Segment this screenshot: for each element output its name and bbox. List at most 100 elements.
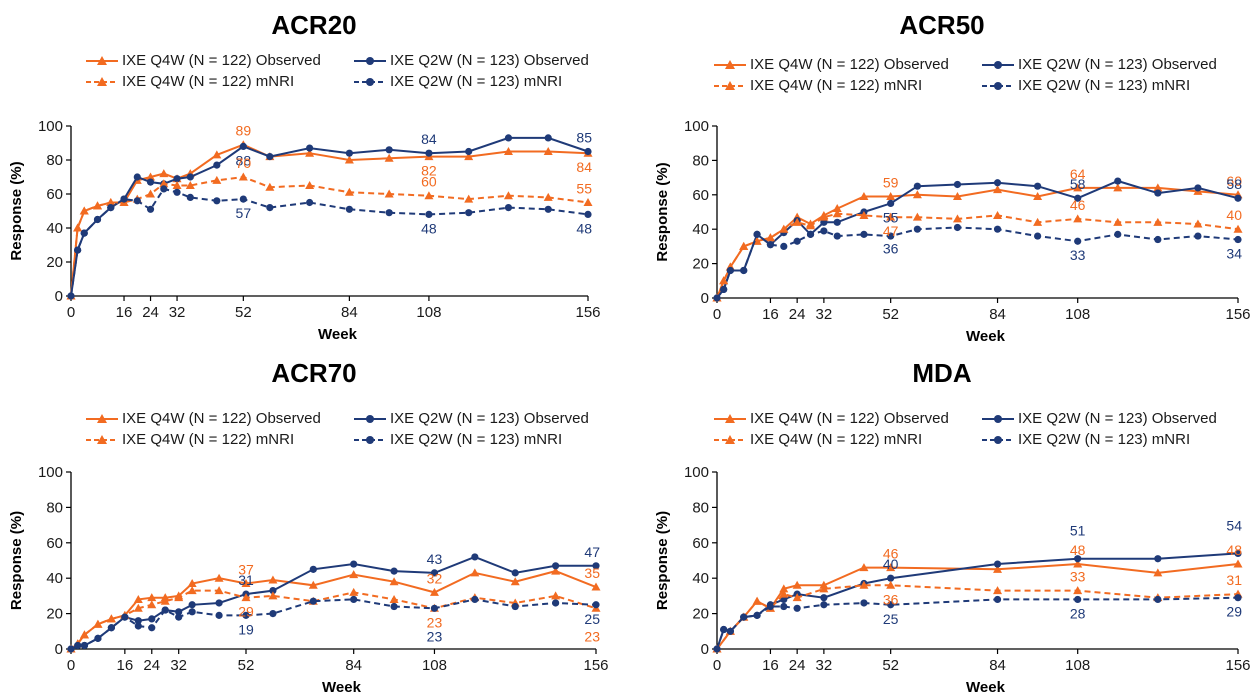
data-point [344, 155, 354, 164]
legend-label: IXE Q4W (N = 122) Observed [122, 52, 321, 69]
data-point [349, 570, 359, 579]
series-line [70, 598, 597, 650]
x-tick-label: 0 [67, 657, 75, 674]
data-point [806, 221, 816, 230]
data-point [792, 217, 802, 226]
y-tick-label: 40 [692, 570, 709, 587]
data-label: 19 [238, 621, 254, 637]
data-point [713, 294, 721, 302]
orange-solid-triangle-swatch [86, 55, 118, 65]
chart-panel-acr50: ACR50 IXE Q4W (N = 122) Observed IXE Q2W… [628, 0, 1256, 348]
x-tick-label: 0 [713, 306, 721, 323]
x-axis-label: Week [322, 679, 362, 696]
data-label: 59 [883, 175, 899, 191]
data-point [1113, 217, 1123, 226]
x-tick-label: 32 [169, 304, 186, 321]
data-point [1154, 555, 1162, 563]
line-chart-acr70: 0 20 40 60 80 100 0 16 24 32 52 84 108 156 Week Respons… [8, 464, 609, 696]
data-point [792, 593, 802, 602]
x-tick-label: 16 [762, 657, 779, 674]
data-point [471, 595, 479, 604]
data-point [465, 209, 473, 217]
data-label: 48 [421, 220, 437, 236]
y-axis-label: Response (%) [8, 161, 25, 260]
data-point [832, 204, 842, 213]
data-label: 58 [1070, 176, 1086, 192]
data-label: 23 [427, 628, 443, 644]
data-point [345, 205, 353, 213]
data-point [887, 199, 895, 207]
data-point [239, 142, 247, 150]
data-point [765, 233, 775, 242]
data-point [106, 614, 116, 623]
data-point [820, 601, 828, 609]
data-point [912, 212, 922, 221]
data-point [305, 148, 315, 157]
data-point [766, 241, 775, 249]
data-point [1073, 559, 1083, 568]
data-point [1033, 217, 1043, 226]
data-point [268, 591, 278, 600]
y-tick-label: 80 [46, 152, 63, 169]
data-point [430, 604, 439, 612]
x-tick-label: 156 [575, 304, 600, 321]
data-point [752, 596, 762, 605]
legend-q4w-mnri: IXE Q4W (N = 122) mNRI [86, 73, 294, 90]
data-point [887, 601, 895, 609]
data-point [214, 586, 224, 595]
x-tick-label: 84 [341, 304, 358, 321]
chart-title: ACR20 [271, 10, 357, 40]
data-point [188, 601, 196, 609]
data-point [1234, 194, 1242, 202]
data-point [1073, 183, 1083, 192]
data-point [175, 613, 183, 621]
data-point [504, 204, 513, 212]
data-point [384, 189, 394, 198]
data-point [238, 172, 248, 181]
legend-label: IXE Q4W (N = 122) mNRI [122, 73, 295, 90]
x-tick-label: 16 [117, 657, 134, 674]
data-point [859, 210, 869, 219]
data-point [174, 593, 184, 602]
data-point [726, 627, 734, 635]
data-point [832, 209, 842, 218]
x-tick-label: 0 [713, 657, 721, 674]
data-point [952, 192, 962, 201]
data-point [913, 225, 921, 233]
data-point [952, 214, 962, 223]
data-point [187, 586, 197, 595]
data-label: 36 [883, 591, 899, 607]
data-label: 57 [236, 205, 252, 221]
y-tick-label: 60 [46, 535, 63, 552]
data-point [993, 560, 1002, 568]
data-label: 25 [883, 611, 899, 627]
data-point [350, 595, 358, 604]
orange-solid-triangle-swatch [86, 413, 118, 423]
data-point [511, 602, 519, 611]
data-point [1234, 594, 1242, 602]
x-tick-label: 52 [882, 657, 899, 674]
navy-dashed-circle-swatch [354, 77, 386, 86]
y-tick-label: 40 [46, 570, 63, 587]
data-point [172, 181, 182, 189]
data-point [265, 182, 275, 191]
x-tick-label: 24 [789, 306, 806, 323]
data-point [1234, 235, 1242, 244]
data-point [1154, 189, 1162, 197]
data-point [739, 241, 749, 250]
x-tick-label: 108 [1065, 306, 1090, 323]
data-point [269, 586, 277, 595]
data-point [389, 577, 399, 586]
data-label: 48 [1070, 542, 1086, 558]
legend-q2w-observed: IXE Q2W (N = 123) Observed [354, 52, 589, 69]
data-label: 31 [1226, 572, 1242, 588]
data-label: 40 [883, 556, 899, 572]
data-label: 46 [883, 546, 899, 562]
series-line [70, 143, 589, 297]
y-axis-label: Response (%) [654, 162, 671, 261]
data-point [1233, 224, 1243, 233]
data-point [1154, 235, 1162, 244]
data-point [349, 587, 359, 596]
data-point [133, 197, 141, 205]
data-point [345, 149, 353, 157]
